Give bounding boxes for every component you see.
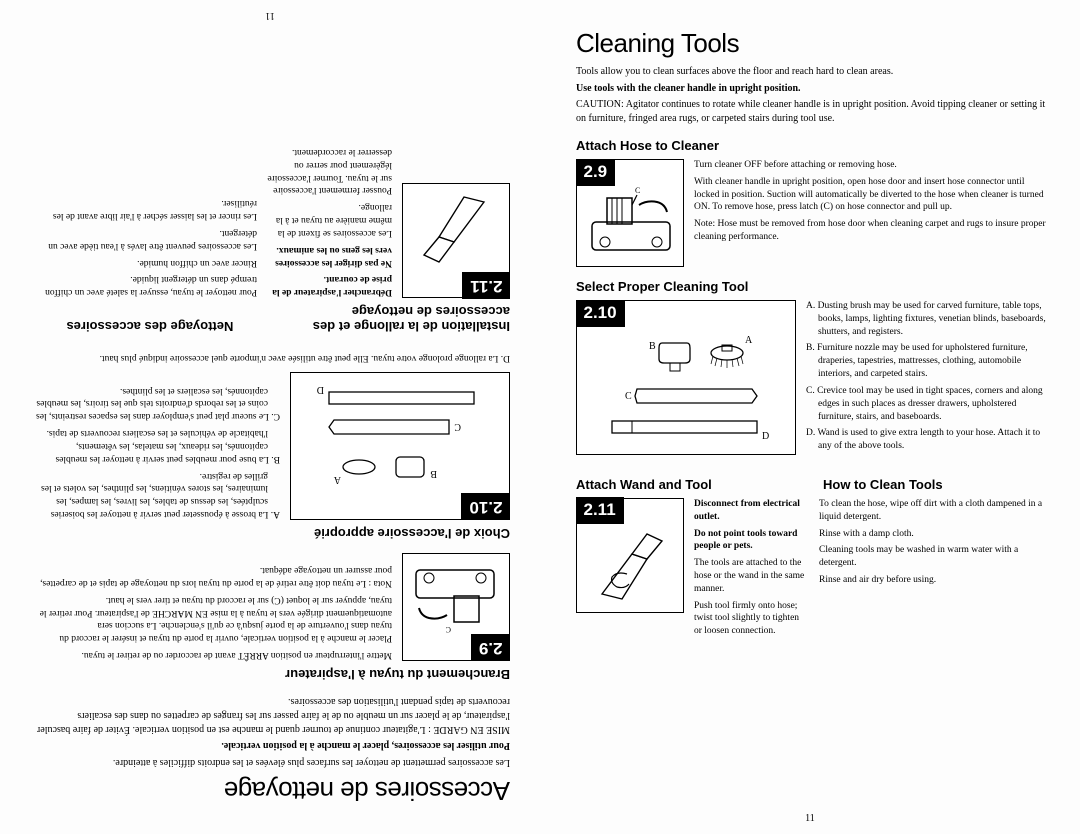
p: To clean the hose, wipe off dirt with a … <box>819 498 1050 524</box>
section-29: 2.9 C Mettre l'interrupteur en position … <box>36 553 510 661</box>
intro-bold: Use tools with the cleaner handle in upr… <box>576 83 1050 94</box>
section-head-29: Branchement du tuyau à l'aspirateur <box>36 667 510 682</box>
li: B. Furniture nozzle may be used for upho… <box>806 342 1050 380</box>
p: Les rincer et les laisser sécher à l'air… <box>36 197 257 223</box>
p: The tools are attached to the hose or th… <box>694 557 809 595</box>
figure-num-29: 2.9 <box>576 159 616 186</box>
page-title: Cleaning Tools <box>576 28 1050 59</box>
figure-num-210: 2.10 <box>461 494 510 521</box>
caution-text: MISE EN GARDE : L'agitateur continue de … <box>36 694 510 736</box>
section-211-heads: Installation de la rallonge et des acces… <box>36 298 510 346</box>
p: Débrancher l'aspirateur de la prise de c… <box>267 273 392 299</box>
svg-text:C: C <box>454 421 461 432</box>
p: Push tool firmly onto hose; twist tool s… <box>694 600 809 638</box>
svg-text:B: B <box>430 468 437 479</box>
intro-bold: Pour utiliser les accessoires, placer le… <box>36 740 510 751</box>
figure-num-211: 2.11 <box>462 272 510 299</box>
head-clean: How to Clean Tools <box>823 477 1050 492</box>
section-211-heads: Attach Wand and Tool How to Clean Tools <box>576 465 1050 498</box>
head-attach: Installation de la rallonge et des acces… <box>253 304 510 334</box>
svg-text:A: A <box>745 335 753 346</box>
p: Disconnect from electrical outlet. <box>694 498 809 524</box>
p: Ne pas diriger les accessoires vers les … <box>267 243 392 269</box>
p: Rinse with a damp cloth. <box>819 528 1050 541</box>
figure-num-211: 2.11 <box>576 497 624 524</box>
svg-text:B: B <box>649 341 656 352</box>
svg-text:C: C <box>635 186 640 195</box>
intro-text: Tools allow you to clean surfaces above … <box>576 65 1050 79</box>
p: Rinse and air dry before using. <box>819 574 1050 587</box>
p: Do not point tools toward people or pets… <box>694 528 809 554</box>
figure-211: 2.11 <box>576 498 684 613</box>
section-210: 2.10 B A C D <box>576 300 1050 457</box>
section-head-29: Attach Hose to Cleaner <box>576 138 1050 153</box>
text-210: A. La brosse à épousseter peut servir à … <box>36 372 280 520</box>
text-29: Mettre l'interrupteur en position ARRÊT … <box>36 553 392 661</box>
caution-text: CAUTION: Agitator continues to rotate wh… <box>576 98 1050 126</box>
text-29: Turn cleaner OFF before attaching or rem… <box>694 159 1050 267</box>
page-number: 11 <box>805 813 815 824</box>
p: Les accessoires peuvent être lavés à l'e… <box>36 226 257 252</box>
figure-211: 2.11 <box>402 183 510 298</box>
section-211: 2.11 Débrancher l'aspirateur de la prise… <box>36 141 510 298</box>
li: A. La brosse à épousseter peut servir à … <box>36 469 280 520</box>
section-29: 2.9 C Turn cleaner OFF before attaching … <box>576 159 1050 267</box>
figure-29: 2.9 C <box>402 553 510 661</box>
figure-29: 2.9 C <box>576 159 684 267</box>
section-210: 2.10 A B C D A. La brosse à épousseter p… <box>36 372 510 520</box>
intro-text: Les accessoires permettent de nettoyer l… <box>36 755 510 769</box>
text-210: A. Dusting brush may be used for carved … <box>806 300 1050 457</box>
li: D. La rallonge prolonge votre tuyau. Ell… <box>36 351 510 364</box>
text-211a: Débrancher l'aspirateur de la prise de c… <box>267 141 392 298</box>
p: Rincer avec un chiffon humide. <box>36 256 257 269</box>
p: Note: Hose must be removed from hose doo… <box>694 218 1050 244</box>
figure-210: 2.10 A B C D <box>290 372 510 520</box>
p: Placer le manche à la position verticale… <box>36 593 392 644</box>
section-head-210: Select Proper Cleaning Tool <box>576 279 1050 294</box>
text-211b: To clean the hose, wipe off dirt with a … <box>819 498 1050 642</box>
figure-num-210: 2.10 <box>576 300 625 327</box>
p: Mettre l'interrupteur en position ARRÊT … <box>36 648 392 661</box>
figure-210: 2.10 B A C D <box>576 300 796 455</box>
page-english: Cleaning Tools Tools allow you to clean … <box>540 0 1080 834</box>
p: Pousser fermement l'accessoire sur le tu… <box>267 145 392 196</box>
p: Les accessoires se fixent de la même man… <box>267 201 392 239</box>
figure-num-29: 2.9 <box>471 635 511 662</box>
page-title: Accessoires de nettoyage <box>36 775 510 806</box>
li: D. Wand is used to give extra length to … <box>806 427 1050 453</box>
li: B. La buse pour meubles peut servir à ne… <box>36 426 280 464</box>
p: Turn cleaner OFF before attaching or rem… <box>694 159 1050 172</box>
svg-text:C: C <box>446 625 451 634</box>
p: Pour nettoyer le tuyau, essuyer la salet… <box>36 273 257 299</box>
section-211: 2.11 Disconnect from electrical outlet. … <box>576 498 1050 642</box>
li: A. Dusting brush may be used for carved … <box>806 300 1050 338</box>
svg-text:D: D <box>762 431 769 442</box>
section-head-210: Choix de l'accessoire approprié <box>36 526 510 541</box>
p: Nota : Le tuyau doit être retiré de la p… <box>36 563 392 589</box>
text-211b: Pour nettoyer le tuyau, essuyer la salet… <box>36 141 257 298</box>
head-clean: Nettoyage des accessoires <box>36 304 233 334</box>
svg-text:A: A <box>333 474 341 485</box>
li: C. Le suceur plat peut s'employer dans l… <box>36 384 280 422</box>
page-number: 11 <box>265 10 275 21</box>
text-211a: Disconnect from electrical outlet. Do no… <box>694 498 809 642</box>
p: With cleaner handle in upright position,… <box>694 176 1050 214</box>
p: Cleaning tools may be washed in warm wat… <box>819 544 1050 570</box>
svg-text:D: D <box>317 384 324 395</box>
svg-text:C: C <box>625 391 632 402</box>
page-french: Accessoires de nettoyage Les accessoires… <box>0 0 540 834</box>
li: C. Crevice tool may be used in tight spa… <box>806 385 1050 423</box>
head-attach: Attach Wand and Tool <box>576 477 803 492</box>
